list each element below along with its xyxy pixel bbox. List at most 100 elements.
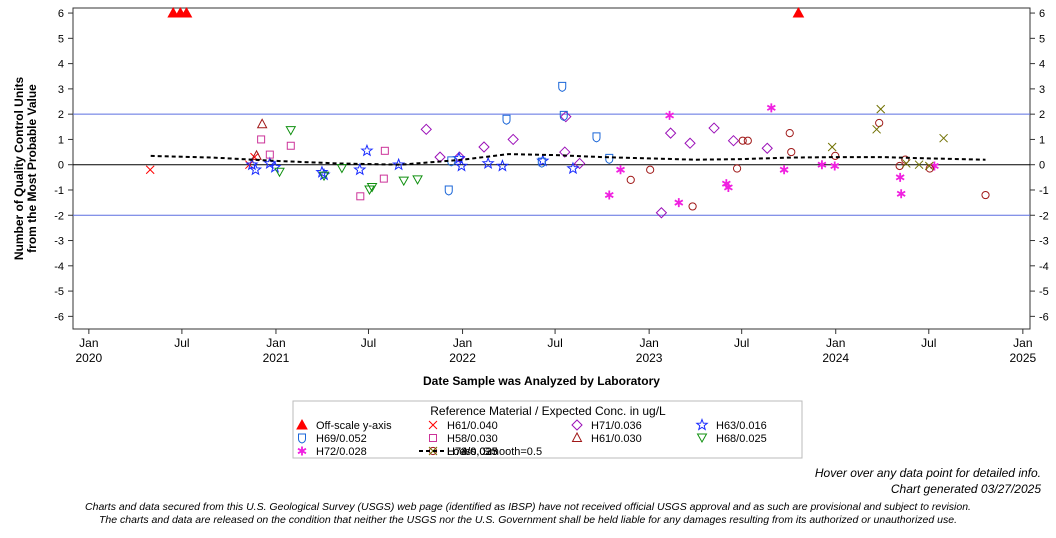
legend-marker — [695, 418, 709, 431]
y-tick-label-right: 6 — [1039, 8, 1045, 20]
data-point — [929, 161, 939, 171]
legend-marker — [428, 420, 438, 430]
y-tick-label-right: 3 — [1039, 84, 1045, 96]
data-point — [605, 153, 614, 164]
data-point — [896, 189, 906, 199]
legend-frame — [292, 400, 803, 459]
data-point — [380, 146, 389, 155]
qc-chart: 6 6 5 5 4 4 3 3 2 2 1 1 0 0 -1 -1 -2 -2 -3 -3 -4 -4 -5 -5 -6 -6 Ja… — [12, 7, 1049, 459]
data-point — [901, 159, 911, 168]
data-point — [573, 157, 586, 170]
data-point — [981, 190, 990, 200]
y-tick-label-right: 0 — [1039, 160, 1045, 172]
data-point — [817, 160, 827, 170]
data-point — [708, 122, 720, 134]
data-point — [285, 126, 297, 136]
series-loess-smooth-0-5 — [150, 153, 986, 166]
data-point — [665, 110, 675, 120]
y-axis-label-line: from the Most Probable Value — [25, 84, 39, 253]
x-tick-year-label: 2021 — [263, 351, 290, 365]
data-point — [412, 175, 423, 185]
legend-marker — [298, 433, 306, 444]
data-point — [876, 104, 886, 114]
data-point — [560, 110, 572, 123]
legend-item: H71/0.036 — [571, 419, 642, 432]
x-tick-label: Jul — [921, 336, 936, 350]
data-point — [265, 150, 274, 159]
data-point — [901, 155, 910, 164]
data-point — [481, 156, 495, 170]
data-point — [336, 164, 348, 174]
data-point — [353, 162, 367, 176]
y-tick-label-left: -1 — [54, 185, 64, 197]
legend-label: H58/0.030 — [447, 433, 498, 445]
x-tick-label: Jan — [453, 336, 472, 350]
legend-title: Reference Material / Expected Conc. in u… — [430, 404, 666, 418]
data-point — [924, 161, 934, 171]
legend-item: H68/0.025 — [696, 433, 767, 445]
data-point — [732, 164, 742, 173]
legend-label: Off-scale y-axis — [316, 420, 392, 432]
x-tick-year-label: 2025 — [1009, 351, 1036, 365]
data-point — [626, 175, 635, 184]
data-point — [502, 114, 511, 125]
data-point — [537, 157, 546, 168]
legend-label: Loess, Smooth=0.5 — [447, 446, 542, 458]
x-tick-label: Jan — [79, 336, 98, 350]
y-axis-label: Number of Quality Control Unitsfrom the … — [12, 77, 39, 261]
x-tick-year-label: 2024 — [822, 351, 849, 365]
generated-note: Chart generated 03/27/2025 — [890, 482, 1041, 496]
data-point — [830, 161, 840, 171]
data-point — [787, 147, 796, 157]
data-point — [646, 165, 655, 174]
data-point — [566, 161, 580, 175]
series-h74-0-035 — [827, 104, 948, 171]
loess-line — [150, 153, 986, 166]
data-point — [318, 171, 330, 182]
data-point — [360, 143, 374, 157]
data-point — [738, 136, 747, 145]
y-tick-label-left: -3 — [54, 236, 64, 248]
legend-item: H63/0.016 — [695, 418, 767, 432]
legend-item: H69/0.052 — [298, 433, 367, 445]
y-tick-label-left: -5 — [54, 286, 64, 298]
disclaimer-line-1: Charts and data secured from this U.S. G… — [85, 501, 971, 513]
data-point — [766, 103, 776, 113]
x-tick-year-label: 2020 — [75, 351, 102, 365]
legend-label: H73/0.023 — [447, 446, 498, 458]
data-point — [167, 7, 180, 18]
data-point — [831, 151, 840, 160]
legend-label: H74/0.035 — [447, 446, 498, 458]
y-tick-label-right: 4 — [1039, 59, 1045, 71]
data-point — [743, 136, 752, 145]
data-point — [379, 174, 388, 183]
data-point — [315, 165, 329, 178]
data-point — [664, 127, 677, 139]
data-point — [895, 172, 905, 182]
x-tick-label: Jan — [266, 336, 285, 350]
data-point — [392, 157, 406, 171]
y-tick-label-right: 2 — [1039, 109, 1045, 121]
y-tick-label-right: -1 — [1039, 185, 1049, 197]
data-point — [257, 135, 266, 144]
legend-label: H61/0.040 — [447, 420, 498, 432]
legend-label: H72/0.028 — [316, 446, 367, 458]
data-point — [454, 159, 469, 172]
data-point — [356, 192, 365, 201]
y-tick-label-left: 1 — [58, 134, 64, 146]
x-axis-label: Date Sample was Analyzed by Laboratory — [423, 374, 660, 388]
legend-item: H61/0.030 — [571, 431, 642, 445]
legend-item: Off-scale y-axis — [296, 418, 392, 432]
data-point — [723, 182, 733, 192]
series-h63-0-016 — [245, 143, 580, 181]
y-tick-label-left: 2 — [58, 109, 64, 121]
legend-item: H72/0.028 — [297, 446, 367, 458]
plot-frame — [72, 7, 1031, 330]
legend-item: Loess, Smooth=0.5 — [419, 446, 542, 458]
y-tick-label-right: -5 — [1039, 286, 1049, 298]
series-h71-0-036 — [420, 110, 773, 219]
legend-marker — [297, 446, 307, 456]
data-point — [180, 7, 193, 18]
y-tick-label-right: -6 — [1039, 311, 1049, 323]
data-point — [274, 167, 285, 178]
